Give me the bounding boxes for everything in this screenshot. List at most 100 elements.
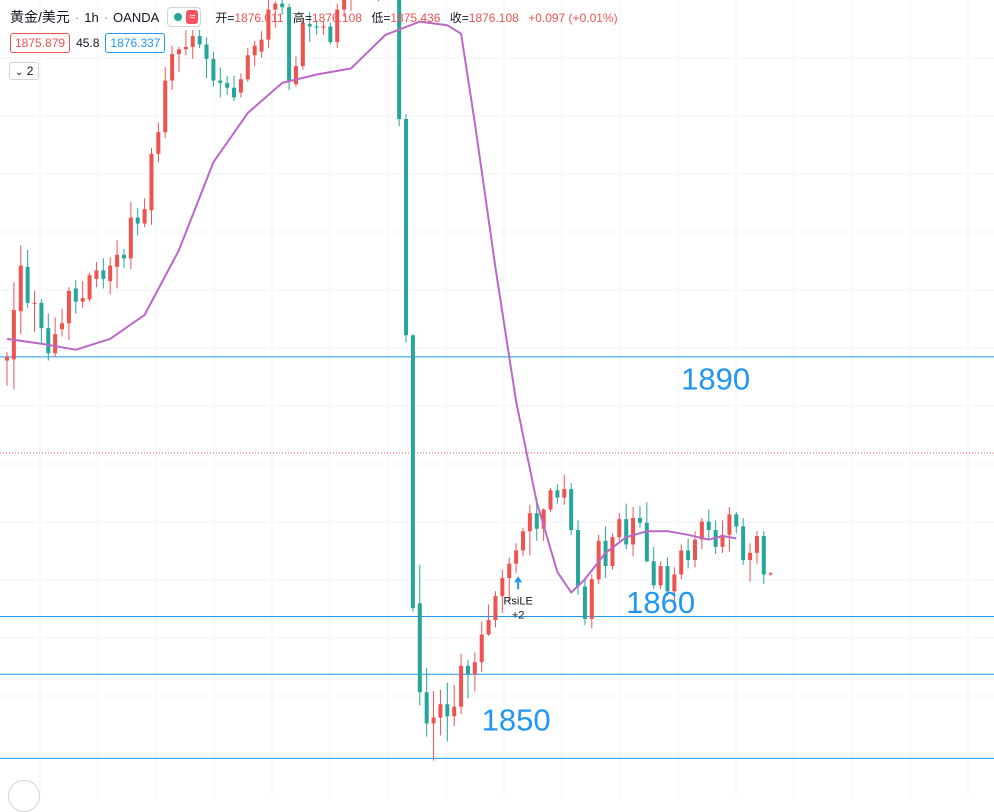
chevron-down-icon: ⌄ xyxy=(15,67,24,78)
candle-body xyxy=(273,3,278,10)
moving-average xyxy=(6,20,737,595)
candle-body xyxy=(493,596,498,621)
candle-body xyxy=(60,323,65,330)
candle xyxy=(637,505,642,528)
candle xyxy=(459,653,464,714)
candle-body xyxy=(252,45,257,56)
candle-body xyxy=(562,489,567,498)
candle xyxy=(748,543,753,582)
candle-body xyxy=(541,509,546,529)
candle xyxy=(53,317,58,357)
candle xyxy=(500,569,505,613)
candle-body xyxy=(293,66,298,85)
candle xyxy=(404,114,409,343)
horizontal-lines[interactable] xyxy=(0,356,994,759)
candle-body xyxy=(80,298,85,302)
candle-body xyxy=(25,266,30,303)
symbol-name[interactable]: 黄金/美元 xyxy=(10,9,70,25)
wave-icon: ≈ xyxy=(186,10,199,24)
candle-body xyxy=(232,87,237,98)
candle xyxy=(417,564,422,706)
market-status-button[interactable]: ≈ xyxy=(167,7,202,27)
candle xyxy=(266,0,271,49)
candle-body xyxy=(534,513,539,529)
candle xyxy=(378,0,380,2)
indicators-toggle-button[interactable]: ⌄ 2 xyxy=(9,62,40,80)
candle xyxy=(328,22,333,45)
candle-body xyxy=(479,634,484,663)
candle-body xyxy=(149,153,154,211)
candle xyxy=(741,517,746,565)
scroll-to-realtime-button[interactable] xyxy=(8,780,40,812)
close-value: 1876.108 xyxy=(468,10,519,25)
candle-body xyxy=(11,310,16,360)
candle xyxy=(651,546,656,589)
signal-arrow-head-icon xyxy=(514,576,523,583)
candle xyxy=(569,483,574,535)
candle-body xyxy=(190,36,195,47)
candle-body xyxy=(548,490,553,510)
price-level-label: 1850 xyxy=(482,703,551,738)
candle-body xyxy=(300,22,305,67)
candle-body xyxy=(624,519,629,545)
candle xyxy=(280,0,285,15)
candle-body xyxy=(46,328,51,354)
candle-body xyxy=(404,118,409,336)
candle-body xyxy=(459,665,464,707)
candle xyxy=(177,46,181,73)
candle xyxy=(115,240,120,289)
candle xyxy=(493,591,498,628)
candle-body xyxy=(665,566,670,592)
candle xyxy=(293,56,298,87)
candle xyxy=(658,561,663,589)
candle xyxy=(350,0,352,11)
candle-body xyxy=(527,513,532,532)
candle-body xyxy=(644,522,649,562)
interval-label[interactable]: 1h xyxy=(84,9,99,25)
change-value: +0.097 (+0.01%) xyxy=(528,10,618,25)
candle-body xyxy=(424,692,429,724)
candle-body xyxy=(741,526,746,561)
candle xyxy=(66,287,71,341)
candle-body xyxy=(727,514,732,535)
candle xyxy=(87,272,92,302)
candle xyxy=(225,75,230,95)
candle-body xyxy=(569,489,574,530)
candle xyxy=(452,685,457,726)
candle xyxy=(335,3,340,49)
candle-body xyxy=(314,26,319,28)
high-key: 高 xyxy=(292,10,305,25)
candle xyxy=(706,509,711,539)
candle-body xyxy=(686,550,691,561)
candle-body xyxy=(438,704,443,718)
candle-body xyxy=(66,290,71,324)
candle-body xyxy=(576,529,581,587)
candle-body xyxy=(452,706,457,717)
candle xyxy=(94,261,99,288)
candle-body xyxy=(170,54,175,81)
candle xyxy=(211,51,216,87)
candles xyxy=(5,0,773,761)
candle-body xyxy=(183,46,188,50)
candle-body xyxy=(53,334,58,354)
candle-body xyxy=(706,521,711,530)
candle xyxy=(273,1,278,28)
candle xyxy=(342,0,347,17)
candle xyxy=(11,282,16,390)
sell-price-button[interactable]: 1875.879 xyxy=(10,33,71,53)
buy-price-button[interactable]: 1876.337 xyxy=(105,33,166,53)
candle-body xyxy=(197,36,202,45)
candle xyxy=(121,248,126,269)
candle-body xyxy=(761,536,766,575)
candle xyxy=(644,502,649,563)
candle xyxy=(761,531,766,585)
candle-body xyxy=(472,662,477,675)
candle-body xyxy=(87,275,92,300)
candle-body xyxy=(259,39,264,52)
candle xyxy=(252,40,257,67)
candle xyxy=(287,3,292,91)
candle-body xyxy=(307,24,312,27)
candle-body xyxy=(610,537,615,567)
